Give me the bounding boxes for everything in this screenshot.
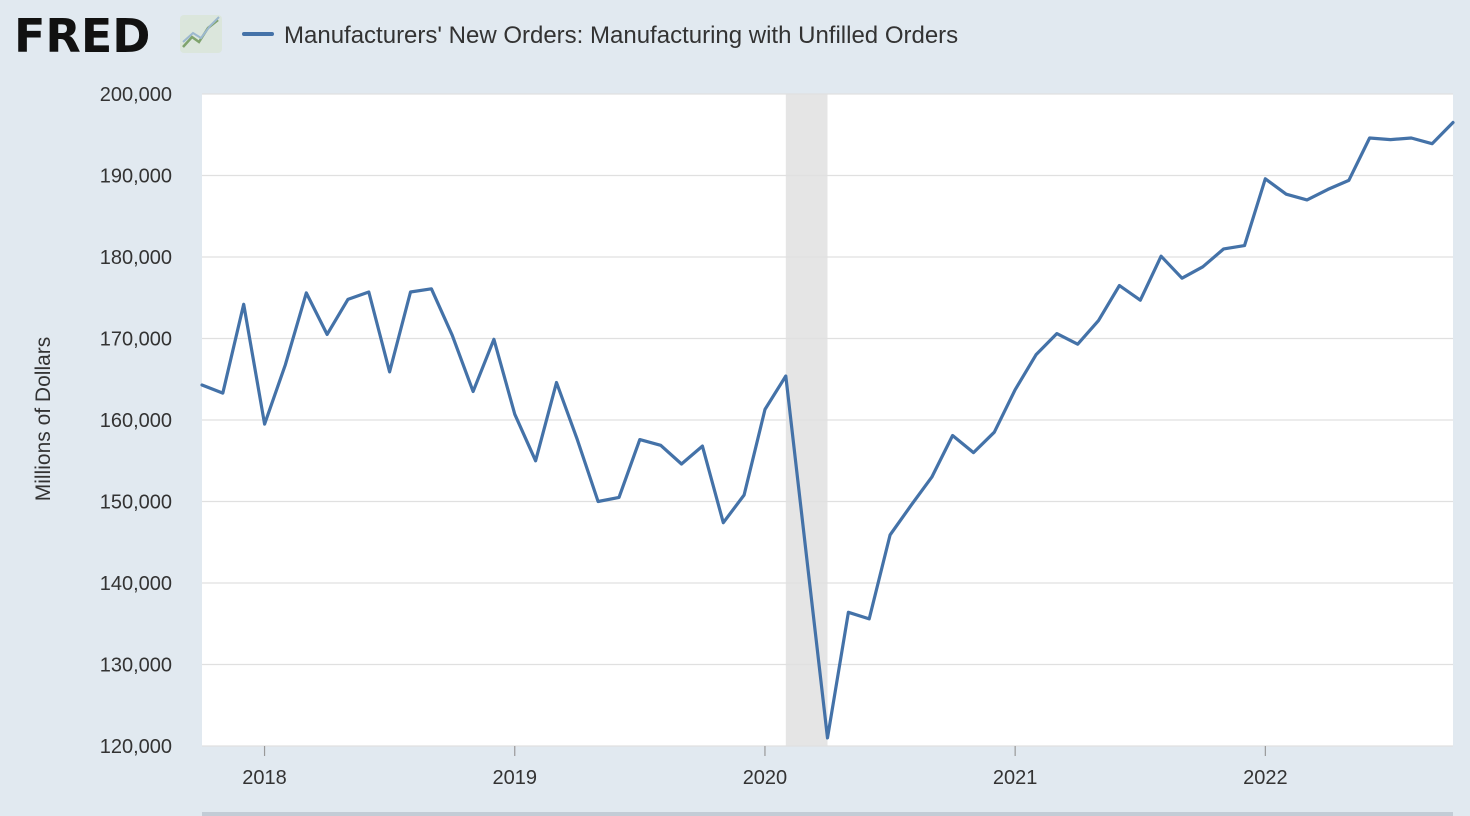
y-tick-label: 130,000	[100, 655, 172, 677]
range-slider-track[interactable]	[202, 812, 1453, 816]
legend-label: Manufacturers' New Orders: Manufacturing…	[284, 22, 958, 49]
y-tick-label: 150,000	[100, 492, 172, 514]
legend: Manufacturers' New Orders: Manufacturing…	[242, 22, 958, 49]
y-tick-label: 160,000	[100, 410, 172, 432]
y-tick-label: 200,000	[100, 84, 172, 106]
chart-line-icon	[180, 15, 222, 53]
y-tick-label: 190,000	[100, 166, 172, 188]
logo-text: FRED	[14, 9, 150, 63]
x-tick-label: 2020	[743, 767, 788, 789]
fred-logo[interactable]: FRED	[14, 9, 222, 63]
x-tick-label: 2022	[1243, 767, 1288, 789]
x-tick-label: 2018	[242, 767, 287, 789]
x-tick-label: 2019	[493, 767, 538, 789]
y-tick-label: 180,000	[100, 247, 172, 269]
y-tick-label: 120,000	[100, 736, 172, 758]
y-axis-title: Millions of Dollars	[32, 337, 55, 502]
x-tick-label: 2021	[993, 767, 1038, 789]
series-layer	[200, 120, 1455, 740]
grid-layer	[202, 93, 1453, 747]
y-tick-label: 140,000	[100, 573, 172, 595]
x-tick-labels: 2018 2019 2020 2021 2022	[242, 746, 1288, 789]
y-tick-labels: 120,000 130,000 140,000 150,000 160,000 170,0…	[100, 84, 172, 758]
y-tick-label: 170,000	[100, 329, 172, 351]
